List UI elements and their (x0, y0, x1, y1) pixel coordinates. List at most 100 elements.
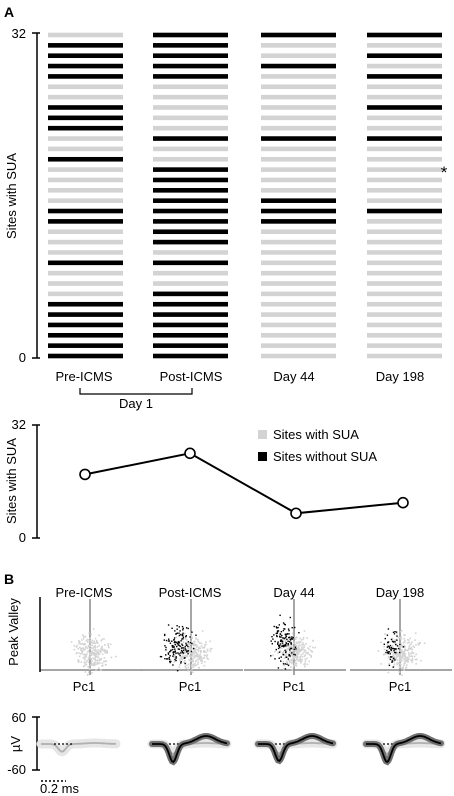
pca-point-without-sua (278, 651, 281, 653)
pca-point-with-sua (387, 648, 390, 650)
pca-point-with-sua (312, 646, 314, 649)
pca-point-with-sua (301, 655, 304, 658)
pca-point-with-sua (300, 647, 303, 649)
pca-point-without-sua (178, 653, 180, 655)
pca-point-without-sua (389, 653, 391, 655)
pca-point-with-sua (75, 652, 78, 655)
pca-point-with-sua (98, 659, 101, 662)
pca-point-with-sua (404, 648, 406, 650)
pca-point-with-sua (198, 667, 200, 669)
pca-point-with-sua (185, 654, 187, 656)
pca-point-with-sua (92, 653, 95, 656)
pca-point-without-sua (182, 638, 184, 640)
pca-point-with-sua (104, 650, 106, 653)
site-bar (261, 136, 336, 141)
pca-point-without-sua (179, 630, 181, 632)
pca-point-with-sua (192, 651, 195, 653)
waveform-plot (361, 733, 446, 766)
waveform-mean-without-sua (366, 735, 442, 763)
pca-point-with-sua (175, 636, 178, 638)
pca-point-with-sua (290, 660, 292, 662)
site-bar (261, 43, 336, 48)
site-bar (153, 198, 228, 203)
pca-point-without-sua (277, 641, 279, 643)
pca-point-with-sua (307, 651, 309, 654)
pca-point-with-sua (194, 647, 196, 650)
pca-point-with-sua (92, 628, 95, 630)
pca-point-without-sua (385, 651, 387, 654)
pca-point-with-sua (405, 667, 407, 669)
pca-point-with-sua (399, 657, 401, 659)
pca-point-without-sua (172, 664, 174, 666)
pca-point-without-sua (170, 660, 172, 663)
pca-point-with-sua (402, 666, 404, 668)
pca-point-with-sua (209, 650, 212, 653)
pca-point-with-sua (94, 657, 96, 659)
pca-point-without-sua (386, 649, 388, 652)
pca-point-with-sua (89, 637, 91, 639)
pca-point-with-sua (93, 664, 96, 667)
pca-point-with-sua (398, 654, 401, 657)
pc1-label-pre-icms: Pc1 (73, 679, 95, 694)
pca-point-with-sua (88, 644, 91, 646)
pca-point-with-sua (91, 639, 93, 642)
site-bar (153, 167, 228, 172)
pca-point-with-sua (420, 659, 422, 662)
site-bar (367, 332, 442, 338)
pca-point-without-sua (181, 625, 184, 628)
pca-point-with-sua (285, 649, 288, 651)
pca-point-with-sua (95, 663, 97, 665)
pca-point-with-sua (194, 640, 196, 643)
pca-point-without-sua (280, 656, 282, 658)
pca-point-with-sua (197, 650, 200, 652)
pca-point-without-sua (284, 628, 286, 630)
pca-point-with-sua (178, 666, 181, 668)
pca-point-with-sua (87, 645, 90, 648)
pca-point-without-sua (278, 645, 280, 647)
pca-point-with-sua (294, 638, 297, 640)
pca-point-without-sua (167, 652, 170, 654)
pca-point-without-sua (279, 643, 282, 645)
pca-point-with-sua (410, 652, 412, 655)
pca-point-without-sua (173, 641, 176, 644)
pca-point-with-sua (115, 655, 117, 658)
pca-point-without-sua (159, 655, 162, 658)
series-line (84, 452, 404, 515)
pca-point-with-sua (399, 655, 402, 657)
pca-point-with-sua (73, 644, 76, 647)
pca-point-with-sua (174, 654, 176, 657)
pca-point-with-sua (181, 653, 184, 656)
pca-point-with-sua (399, 644, 402, 647)
pca-point-without-sua (171, 627, 173, 629)
pca-point-with-sua (407, 639, 410, 641)
column-label-day-198: Day 198 (376, 369, 424, 384)
pca-point-without-sua (389, 647, 391, 649)
pca-point-without-sua (178, 642, 181, 644)
pca-point-without-sua (288, 641, 291, 643)
pca-point-with-sua (85, 661, 87, 663)
pca-point-without-sua (390, 646, 393, 649)
pca-point-with-sua (78, 655, 81, 658)
site-bar (48, 198, 123, 203)
pca-point-with-sua (283, 657, 286, 659)
site-bar (261, 332, 336, 338)
pca-point-with-sua (91, 641, 94, 644)
pca-point-without-sua (395, 631, 398, 633)
pca-point-with-sua (183, 649, 186, 651)
site-bar (367, 115, 442, 121)
pca-point-with-sua (398, 642, 401, 645)
pca-point-without-sua (180, 662, 182, 664)
pca-point-with-sua (408, 644, 411, 647)
pca-point-without-sua (172, 655, 174, 657)
pca-point-with-sua (96, 640, 98, 643)
site-bar (367, 146, 442, 152)
pca-point-with-sua (79, 653, 82, 655)
pca-point-without-sua (294, 654, 296, 656)
pca-point-with-sua (101, 649, 103, 651)
pca-point-with-sua (82, 647, 84, 649)
pca-point-with-sua (292, 655, 294, 657)
pca-point-with-sua (274, 650, 276, 653)
pca-point-without-sua (284, 633, 286, 636)
pca-point-with-sua (288, 663, 290, 666)
pca-point-with-sua (398, 662, 400, 664)
